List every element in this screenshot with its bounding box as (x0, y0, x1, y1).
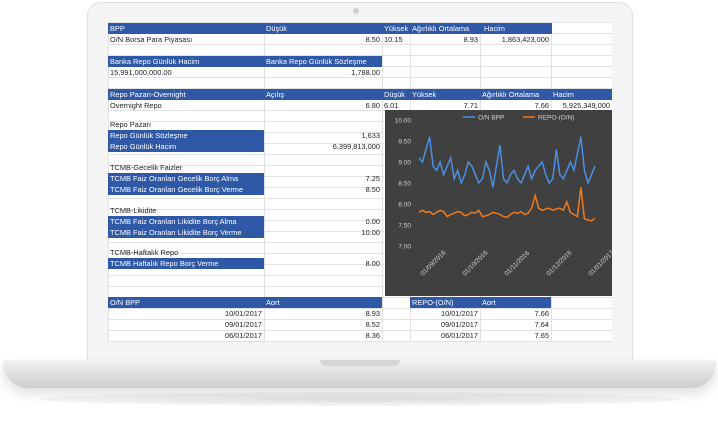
bpp-row-label[interactable]: O/N Borsa Para Piyasası (110, 35, 193, 44)
chart-canvas: 10.00 9.50 9.00 8.50 8.00 7.50 7.00 O/N BPP REPO… (395, 115, 612, 278)
repo-pazari-title[interactable]: Repo Pazarı (110, 120, 152, 129)
bpp-high-value[interactable]: 10.15 (384, 35, 403, 44)
repo-volume-value[interactable]: 5,925,349,000 (562, 101, 610, 110)
tcmb-overnight-title[interactable]: TCMB-Gecelik Faizler (110, 163, 183, 172)
legend-label: REPO-(O/N) (538, 115, 574, 122)
tcmb-overnight-lend-label[interactable]: TCMB Faiz Oranları Gecelik Borç Verme (108, 184, 264, 195)
repo-on-date[interactable]: 06/01/2017 (441, 331, 478, 340)
bpp-volume-header[interactable]: Hacim (482, 23, 552, 34)
tcmb-liquidity-lend-value[interactable]: 10.00 (361, 228, 381, 237)
on-bpp-value[interactable]: 8.52 (365, 320, 380, 329)
on-bpp-value[interactable]: 8.36 (365, 331, 380, 340)
tcmb-liquidity-title[interactable]: TCMB-Likidite (110, 206, 157, 215)
repo-avg-value[interactable]: 7.66 (534, 101, 549, 110)
column-divider (382, 22, 383, 342)
y-tick-label: 7.50 (398, 223, 411, 230)
x-tick-label: 01/09/2016 (419, 249, 447, 277)
repo-contracts-label[interactable]: Repo Günlük Sözleşme (108, 130, 264, 141)
repo-on-value[interactable]: 7.65 (534, 331, 549, 340)
on-bpp-date[interactable]: 09/01/2017 (225, 320, 262, 329)
on-bpp-date[interactable]: 06/01/2017 (225, 331, 262, 340)
tcmb-overnight-borrow-label[interactable]: TCMB Faiz Oranları Gecelik Borç Alma (108, 173, 264, 184)
repo-open-header[interactable]: Açılış (264, 89, 382, 100)
column-divider (264, 22, 265, 342)
tcmb-overnight-lend-value[interactable]: 8.50 (365, 185, 380, 194)
bank-repo-contracts-value[interactable]: 1,788.00 (351, 68, 380, 77)
bpp-high-header[interactable]: Yüksek (382, 23, 410, 34)
repo-low-header[interactable]: Düşük (382, 89, 410, 100)
bpp-low-value[interactable]: 8.50 (365, 35, 380, 44)
rate-line-chart[interactable]: 10.00 9.50 9.00 8.50 8.00 7.50 7.00 O/N BPP REPO… (385, 110, 612, 296)
bank-repo-volume-header[interactable]: Banka Repo Günlük Hacim (108, 56, 264, 67)
y-tick-label: 8.50 (398, 181, 411, 188)
repo-on-table-header[interactable]: REPO-(O/N) (410, 297, 480, 308)
x-tick-label: 01/10/2016 (461, 249, 489, 277)
tcmb-liquidity-lend-label[interactable]: TCMB Faiz Oranları Likidite Borç Verme (108, 227, 264, 238)
repo-on-date[interactable]: 09/01/2017 (441, 320, 478, 329)
laptop-notch (320, 360, 400, 366)
legend-label: O/N BPP (478, 115, 504, 122)
repo-high-value[interactable]: 7.71 (463, 101, 478, 110)
series-line (418, 136, 596, 188)
tcmb-liquidity-borrow-label[interactable]: TCMB Faiz Oranları Likidite Borç Alma (108, 216, 264, 227)
bank-repo-contracts-header[interactable]: Banka Repo Günlük Sözleşme (264, 56, 382, 67)
series-line (418, 187, 596, 222)
tcmb-weekly-lend-label[interactable]: TCMB Haftalık Repo Borç Verme (108, 258, 264, 269)
y-tick-label: 9.50 (398, 139, 411, 146)
camera-icon (353, 8, 359, 14)
x-tick-label: 01/12/2016 (545, 249, 573, 277)
tcmb-overnight-borrow-value[interactable]: 7.25 (365, 174, 380, 183)
bpp-header[interactable]: BPP (108, 23, 264, 34)
laptop-shadow (40, 392, 680, 406)
repo-avg-header[interactable]: Ağırlıklı Ortalama (480, 89, 551, 100)
on-bpp-date[interactable]: 10/01/2017 (225, 309, 262, 318)
repo-contracts-value[interactable]: 1,633 (361, 131, 381, 140)
spreadsheet-screen: BPP Düşük Yüksek Ağırlıklı Ortalama Haci… (108, 22, 612, 342)
on-bpp-aort-header[interactable]: Aort (264, 297, 382, 308)
bpp-low-header[interactable]: Düşük (264, 23, 382, 34)
repo-on-date[interactable]: 10/01/2017 (441, 309, 478, 318)
repo-low-value[interactable]: 6.01 (384, 101, 399, 110)
repo-daily-volume-value[interactable]: 6,399,813,000 (332, 142, 380, 151)
on-bpp-table-header[interactable]: O/N BPP (108, 297, 264, 308)
x-tick-label: 01/11/2016 (503, 250, 531, 278)
y-tick-label: 9.00 (398, 160, 411, 167)
bpp-avg-header[interactable]: Ağırlıklı Ortalama (410, 23, 482, 34)
repo-volume-label[interactable]: Repo Günlük Hacim (108, 141, 264, 152)
repo-on-value[interactable]: 7.66 (534, 309, 549, 318)
tcmb-weekly-lend-value[interactable]: 8.00 (365, 259, 380, 268)
y-tick-label: 10.00 (395, 118, 412, 125)
repo-volume-header[interactable]: Hacim (551, 89, 612, 100)
bank-repo-volume-value[interactable]: 15,991,000,000.00 (110, 68, 172, 77)
repo-on-value[interactable]: 7.64 (534, 320, 549, 329)
repo-market-header[interactable]: Repo Pazarı-Overnight (108, 89, 264, 100)
y-tick-label: 7.00 (398, 244, 411, 251)
on-bpp-value[interactable]: 8.93 (365, 309, 380, 318)
tcmb-weekly-title[interactable]: TCMB-Haftalık Repo (110, 248, 179, 257)
repo-open-value[interactable]: 6.80 (365, 101, 380, 110)
bpp-avg-value[interactable]: 8.93 (463, 35, 478, 44)
bpp-volume-value[interactable]: 1,863,423,000 (501, 35, 549, 44)
x-tick-label: 01/01/2017 (587, 249, 612, 277)
tcmb-liquidity-borrow-value[interactable]: 0.00 (365, 217, 380, 226)
repo-row-label[interactable]: Overnight Repo (110, 101, 162, 110)
y-tick-label: 8.00 (398, 202, 411, 209)
repo-on-aort-header[interactable]: Aort (480, 297, 551, 308)
repo-high-header[interactable]: Yüksek (410, 89, 480, 100)
